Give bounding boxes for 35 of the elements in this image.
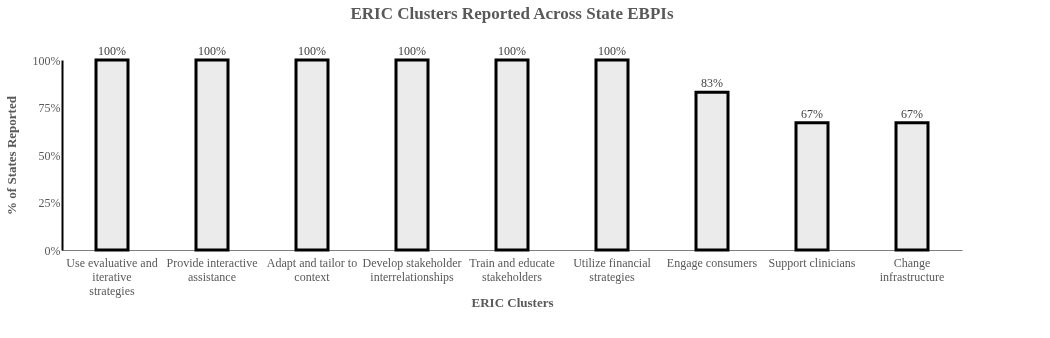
- x-axis-title: ERIC Clusters: [471, 294, 554, 310]
- data-label: 67%: [801, 106, 823, 121]
- bar: [94, 58, 130, 252]
- y-tick-label: 0%: [44, 243, 61, 258]
- x-tick-label: Train and educate stakeholders: [469, 256, 555, 284]
- x-tick-label: Provide interactive assistance: [166, 256, 258, 284]
- x-tick-label: Change infrastructure: [879, 256, 945, 284]
- y-tick-label: 25%: [38, 196, 61, 210]
- data-label: 67%: [901, 106, 923, 121]
- bar: [594, 58, 630, 252]
- data-label: 100%: [198, 44, 226, 58]
- bar: [494, 58, 530, 252]
- data-label: 100%: [598, 44, 626, 58]
- y-tick-label: 100%: [32, 53, 61, 68]
- bar: [794, 121, 830, 252]
- x-tick-label: Support clinicians: [768, 256, 856, 270]
- x-tick-label: Engage consumers: [666, 256, 758, 270]
- bar: [894, 121, 930, 252]
- y-tick-label: 50%: [38, 148, 61, 163]
- x-tick-label: Develop stakeholder interrelationships: [362, 256, 462, 284]
- bar: [394, 58, 430, 252]
- data-label: 100%: [398, 44, 426, 58]
- data-label: 100%: [298, 44, 326, 58]
- y-axis-title: % of States Reported: [3, 95, 19, 215]
- bar: [294, 58, 330, 252]
- bar: [694, 90, 730, 252]
- x-tick-label: Adapt and tailor to context: [266, 256, 358, 284]
- chart-title: ERIC Clusters Reported Across State EBPIs: [350, 4, 674, 23]
- data-label: 83%: [701, 76, 723, 91]
- y-tick-label: 75%: [38, 101, 61, 115]
- x-tick-label: Utilize financial strategies: [573, 256, 652, 284]
- data-label: 100%: [498, 44, 526, 58]
- x-tick-label: Use evaluative and iterative strategies: [66, 256, 158, 298]
- bar: [194, 58, 230, 252]
- data-label: 100%: [98, 44, 126, 58]
